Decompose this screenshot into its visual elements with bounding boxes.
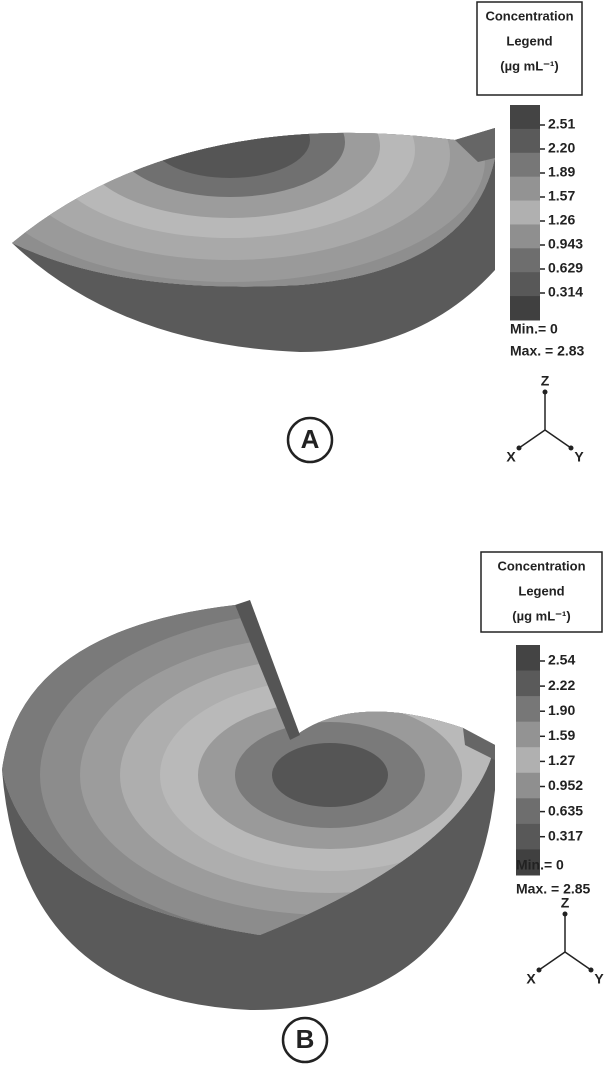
axis-arrowhead <box>563 912 568 917</box>
legend-tick-label: 0.317 <box>548 827 583 843</box>
legend-tick-label: 0.629 <box>548 260 583 276</box>
axis-arrow <box>565 952 591 970</box>
legend-tick-label: 1.27 <box>548 752 575 768</box>
legend-max: Max. = 2.85 <box>516 881 591 897</box>
legend-title: Concentration <box>485 8 573 23</box>
axis-arrow <box>519 430 545 448</box>
legend-band <box>516 773 540 799</box>
axis-arrowhead <box>543 390 548 395</box>
legend-band <box>510 296 540 320</box>
axis-arrow <box>545 430 571 448</box>
legend-band <box>516 722 540 748</box>
legend-title: Legend <box>506 33 552 48</box>
axis-arrow <box>539 952 565 970</box>
axis-arrowhead <box>589 968 594 973</box>
legend-band <box>516 645 540 671</box>
legend-tick-label: 0.943 <box>548 236 583 252</box>
axis-x: X <box>506 449 516 465</box>
legend-tick-label: 0.952 <box>548 777 583 793</box>
legend-tick-label: 1.59 <box>548 727 575 743</box>
legend-band <box>516 671 540 697</box>
axis-z: Z <box>561 895 570 911</box>
legend-title: (µg mL⁻¹) <box>500 58 558 73</box>
legend-tick-label: 0.635 <box>548 802 583 818</box>
axis-y: Y <box>574 449 584 465</box>
legend-band <box>516 747 540 773</box>
model-a <box>0 10 560 352</box>
axis-arrowhead <box>569 446 574 451</box>
legend-band <box>516 824 540 850</box>
legend-tick-label: 2.51 <box>548 116 575 132</box>
legend-min: Min.= 0 <box>510 321 558 337</box>
legend-tick-label: 2.20 <box>548 140 575 156</box>
axis-arrowhead <box>517 446 522 451</box>
legend-band <box>510 224 540 248</box>
axis-z: Z <box>541 373 550 389</box>
legend-max: Max. = 2.83 <box>510 343 585 359</box>
panel-label: A <box>301 424 320 454</box>
legend-band <box>510 201 540 225</box>
axis-x: X <box>526 971 536 987</box>
legend-band <box>510 129 540 153</box>
legend-band <box>510 248 540 272</box>
axis-y: Y <box>594 971 604 987</box>
axis-arrowhead <box>537 968 542 973</box>
legend-tick-label: 1.57 <box>548 188 575 204</box>
legend-band <box>510 105 540 129</box>
legend-tick-label: 0.314 <box>548 284 583 300</box>
legend-tick-label: 2.22 <box>548 677 575 693</box>
legend-tick-label: 1.89 <box>548 164 575 180</box>
legend-band <box>510 272 540 296</box>
legend-title: Legend <box>518 583 564 598</box>
legend-tick-label: 2.54 <box>548 652 575 668</box>
figure: Concentration Legend (µg mL⁻¹) 2.51 2.20 1.89… <box>0 0 612 1069</box>
legend-tick-label: 1.90 <box>548 702 575 718</box>
legend-title: Concentration <box>497 558 585 573</box>
legend-tick-label: 1.26 <box>548 212 575 228</box>
legend-band <box>516 798 540 824</box>
panel-label: B <box>296 1024 315 1054</box>
legend-title: (µg mL⁻¹) <box>512 608 570 623</box>
legend-band <box>516 696 540 722</box>
legend-band <box>510 153 540 177</box>
legend-min: Min.= 0 <box>516 857 564 873</box>
legend-band <box>510 177 540 201</box>
